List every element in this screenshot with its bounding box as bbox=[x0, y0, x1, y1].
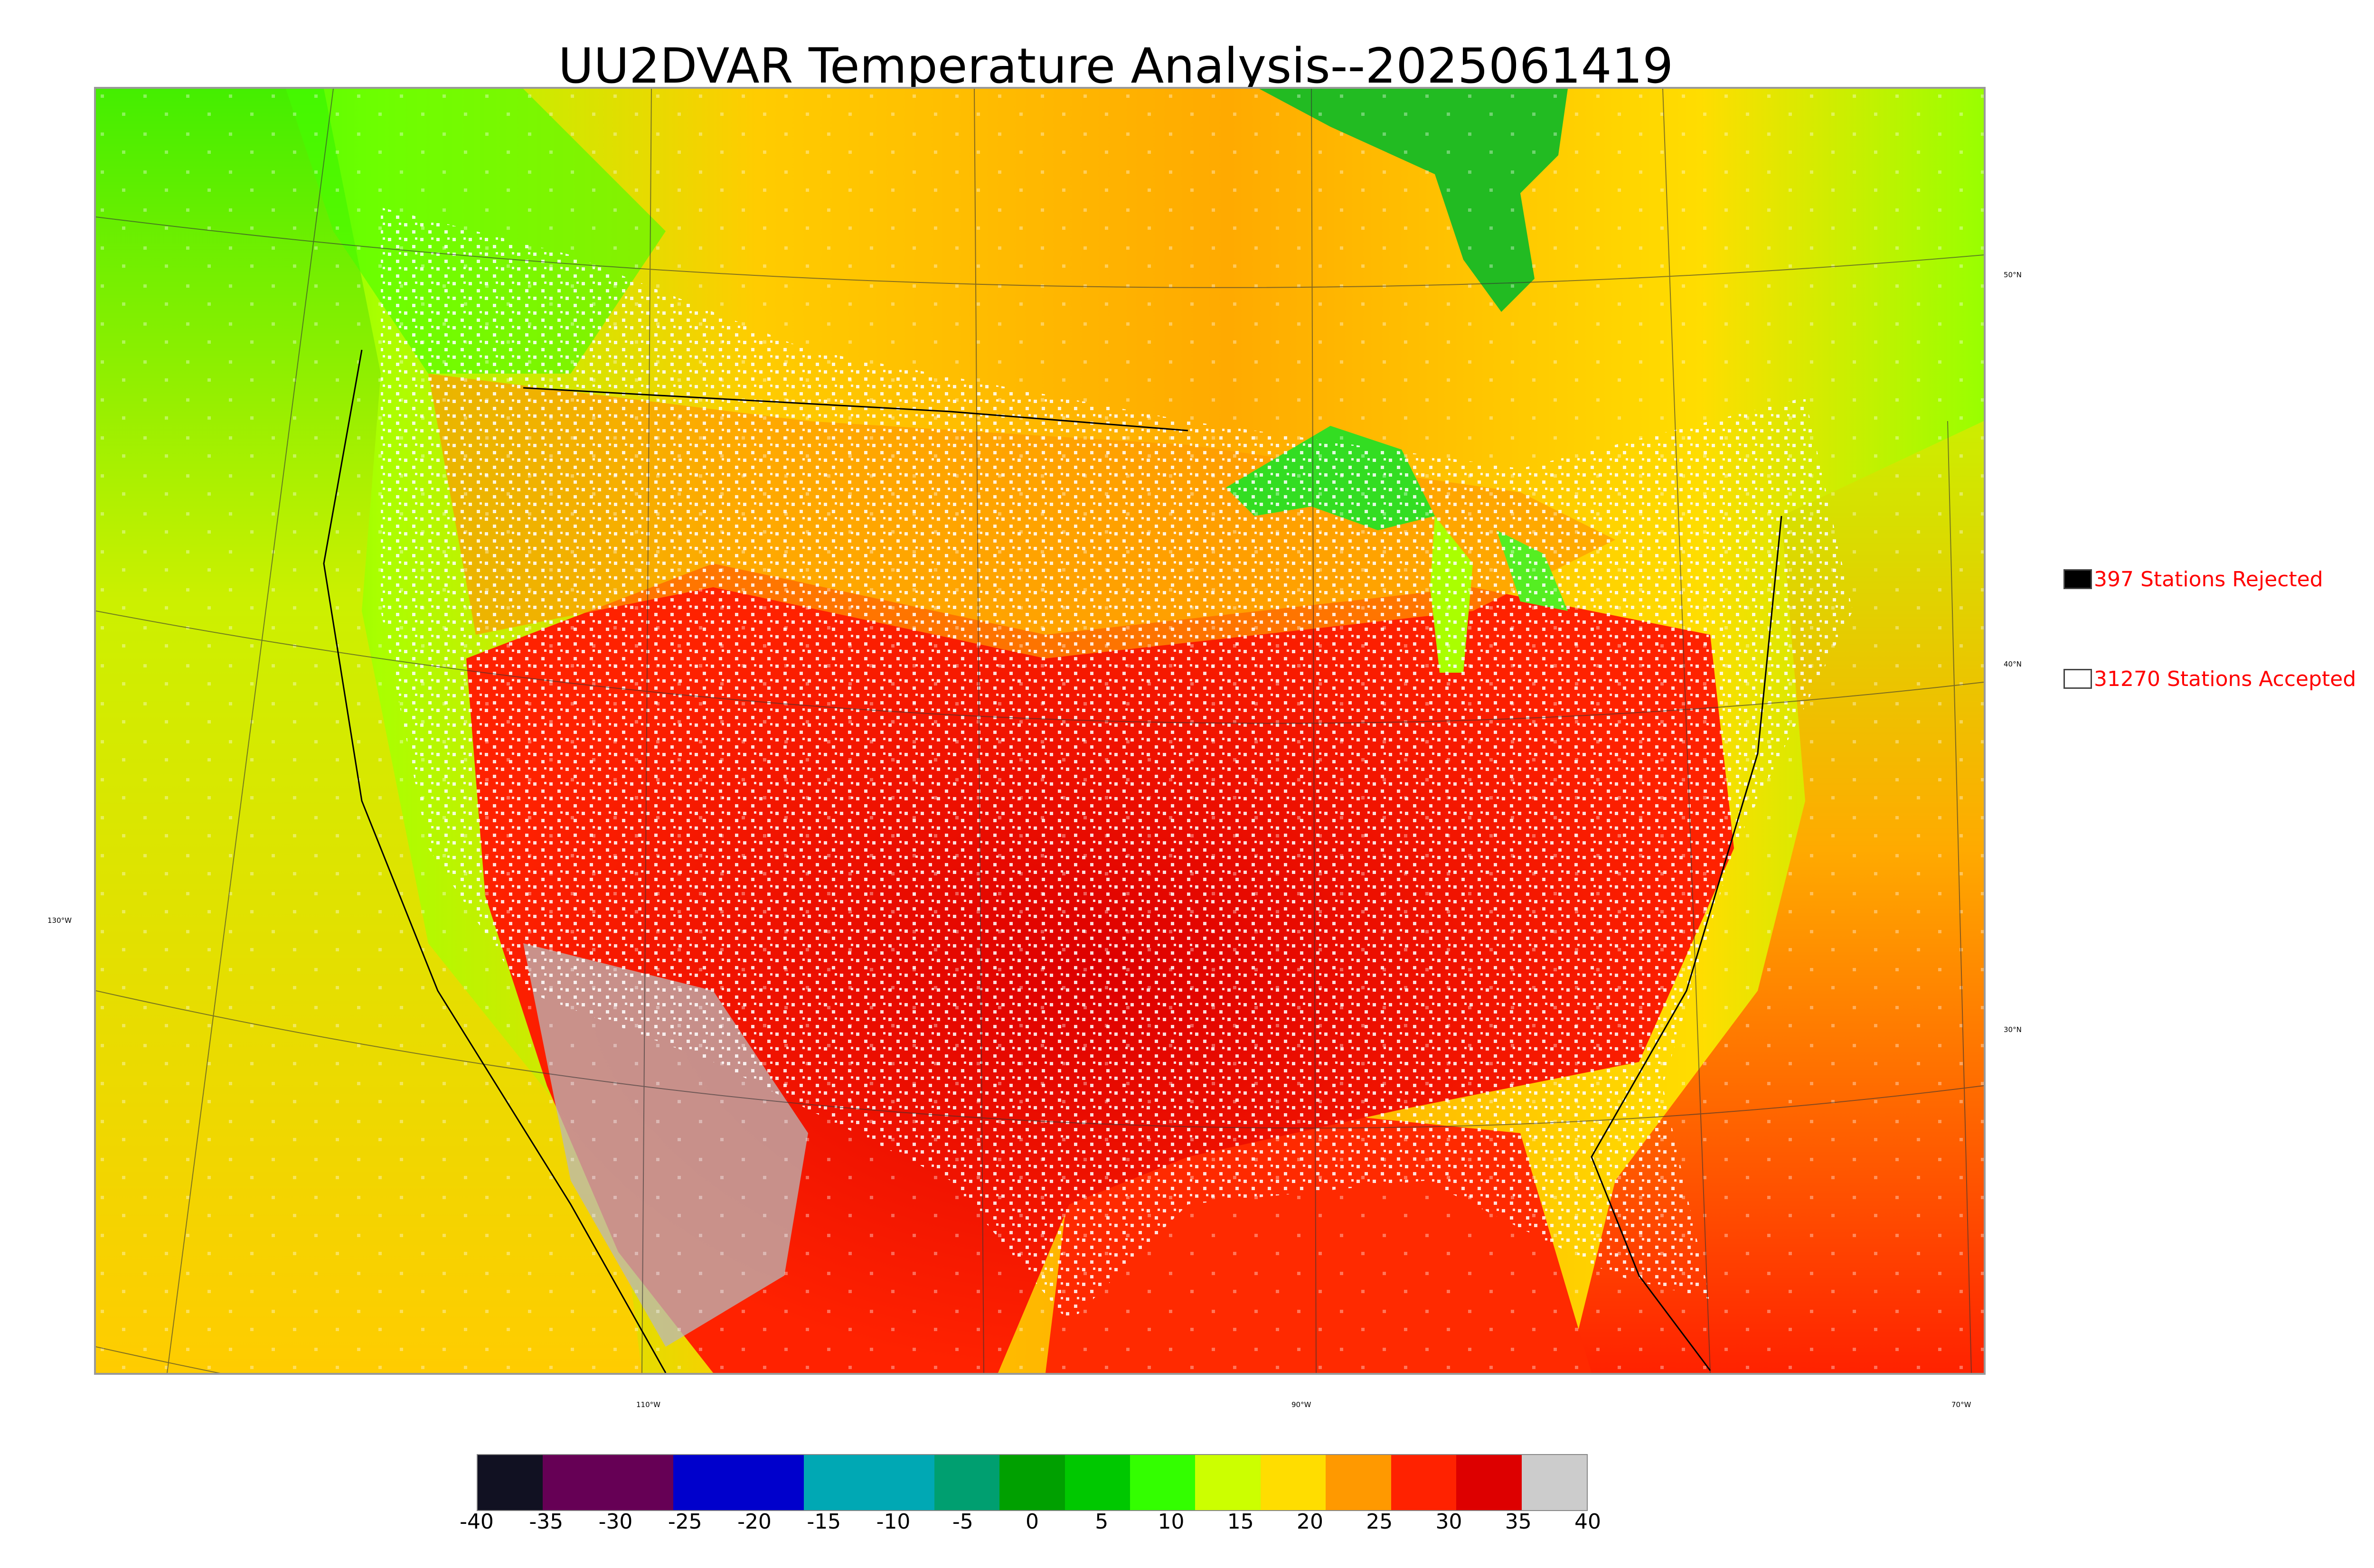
lat-label-40n: 40°N bbox=[2004, 660, 2022, 668]
lon-label-90w: 90°W bbox=[1291, 1400, 1311, 1409]
lon-label-70w: 70°W bbox=[1951, 1400, 1971, 1409]
lon-label-110w: 110°W bbox=[636, 1400, 660, 1409]
colorbar-tick-label: 5 bbox=[1095, 1510, 1109, 1534]
lat-label-30n: 30°N bbox=[2004, 1025, 2022, 1034]
colorbar-segment bbox=[1456, 1455, 1522, 1510]
accepted-label: 31270 Stations Accepted bbox=[2094, 667, 2356, 691]
colorbar-segment bbox=[804, 1455, 869, 1510]
colorbar-segment bbox=[1326, 1455, 1391, 1510]
temperature-map bbox=[94, 87, 1986, 1375]
accepted-swatch bbox=[2063, 669, 2092, 689]
colorbar-segment bbox=[1195, 1455, 1261, 1510]
colorbar-segment bbox=[1065, 1455, 1130, 1510]
colorbar-segment bbox=[1391, 1455, 1457, 1510]
colorbar-tick-label: -10 bbox=[876, 1510, 911, 1534]
legend-rejected: 397 Stations Rejected bbox=[2063, 567, 2323, 592]
colorbar-tick-label: 15 bbox=[1227, 1510, 1254, 1534]
lat-label-50n: 50°N bbox=[2004, 271, 2022, 279]
colorbar-tick-label: -20 bbox=[737, 1510, 772, 1534]
colorbar-tick-label: 0 bbox=[1026, 1510, 1039, 1534]
colorbar-tick-label: -5 bbox=[952, 1510, 973, 1534]
colorbar-segment bbox=[1260, 1455, 1326, 1510]
rejected-swatch bbox=[2063, 569, 2092, 589]
colorbar-tick-label: -35 bbox=[529, 1510, 564, 1534]
colorbar-segment bbox=[934, 1455, 1000, 1510]
map-title: UU2DVAR Temperature Analysis--2025061419 bbox=[558, 38, 1674, 94]
legend-accepted: 31270 Stations Accepted bbox=[2063, 667, 2356, 691]
colorbar-tick-label: 30 bbox=[1435, 1510, 1462, 1534]
colorbar-segment bbox=[673, 1455, 739, 1510]
colorbar-segment bbox=[869, 1455, 934, 1510]
colorbar-segment bbox=[478, 1455, 543, 1510]
colorbar-tick-label: 20 bbox=[1297, 1510, 1323, 1534]
colorbar-segment bbox=[543, 1455, 608, 1510]
temperature-field bbox=[96, 89, 1984, 1373]
colorbar bbox=[477, 1454, 1588, 1511]
colorbar-segment bbox=[999, 1455, 1065, 1510]
colorbar-tick-label: -25 bbox=[668, 1510, 702, 1534]
colorbar-tick-label: 10 bbox=[1158, 1510, 1185, 1534]
colorbar-ticks: -40 -35 -30 -25 -20 -15 -10 -5 0 5 10 15 20 25 30 35 40 bbox=[460, 1510, 1601, 1543]
rejected-label: 397 Stations Rejected bbox=[2094, 567, 2323, 592]
colorbar-tick-label: -15 bbox=[807, 1510, 841, 1534]
colorbar-segment bbox=[738, 1455, 804, 1510]
colorbar-tick-label: 35 bbox=[1505, 1510, 1532, 1534]
colorbar-tick-label: 40 bbox=[1574, 1510, 1601, 1534]
colorbar-tick-label: -30 bbox=[598, 1510, 633, 1534]
colorbar-tick-label: 25 bbox=[1366, 1510, 1393, 1534]
lon-label-130w: 130°W bbox=[47, 916, 72, 925]
colorbar-segment bbox=[608, 1455, 674, 1510]
colorbar-segment bbox=[1130, 1455, 1196, 1510]
colorbar-tick-label: -40 bbox=[460, 1510, 494, 1534]
colorbar-segment bbox=[1521, 1455, 1587, 1510]
